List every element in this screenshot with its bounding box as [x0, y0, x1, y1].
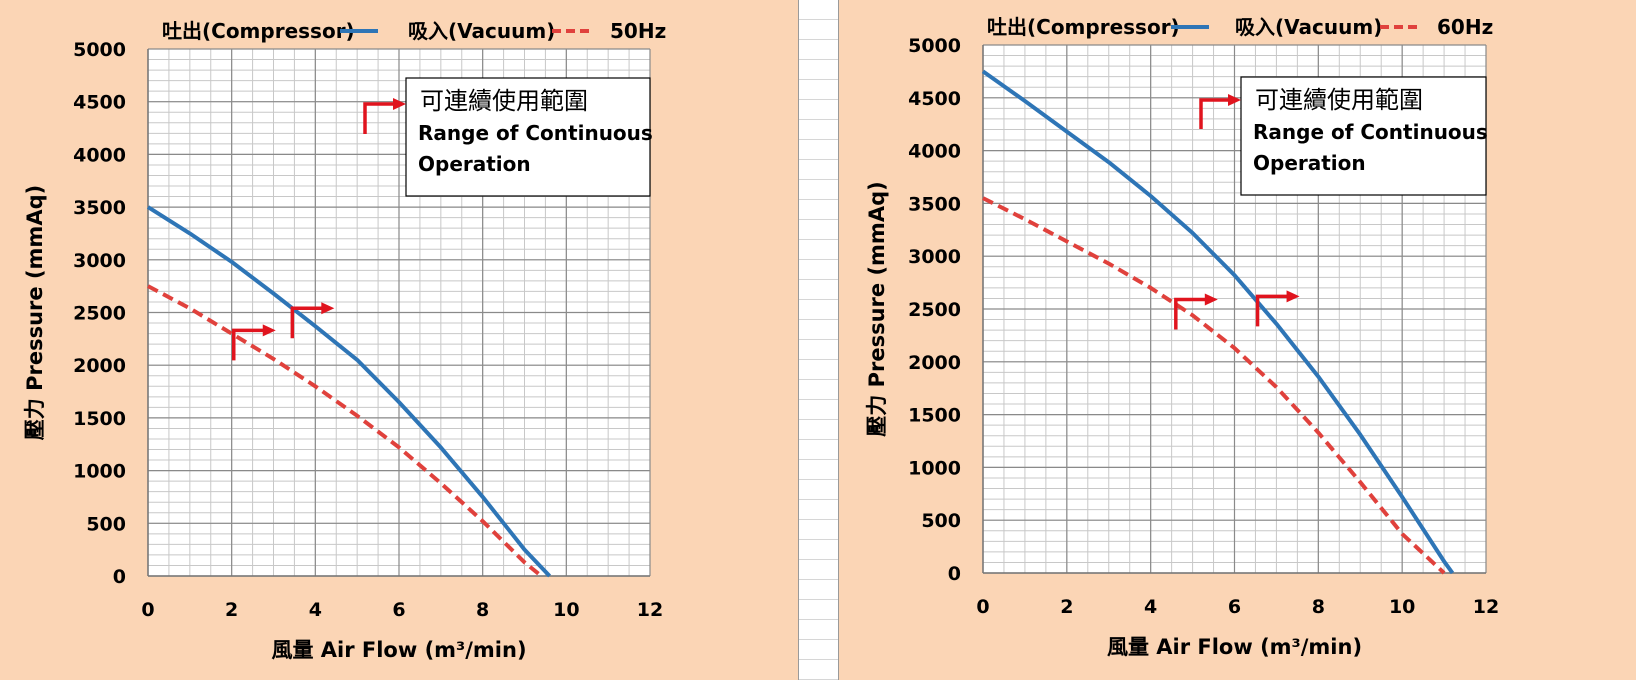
y-tick-label: 3000: [908, 246, 961, 268]
compressor-curve: [146, 205, 552, 578]
range-marker-0-head: [1204, 293, 1218, 306]
range-marker-1-head: [1286, 290, 1300, 303]
x-tick-label: 4: [309, 599, 322, 621]
annotation-line3: Operation: [418, 152, 531, 176]
x-tick-label: 6: [1228, 596, 1241, 618]
x-tick-label: 10: [1389, 596, 1415, 618]
pressure-flow-chart-50hz: 0 500 1000 1500 2000 2500 3000 3500 4000 4500 5000…: [23, 19, 666, 662]
y-tick-label: 3500: [73, 197, 126, 219]
compressor-curve: [981, 69, 1455, 575]
y-tick-label: 1000: [73, 461, 126, 483]
chart-panel-50hz: 0 500 1000 1500 2000 2500 3000 3500 4000 4500 5000…: [0, 0, 798, 680]
y-tick-label: 0: [113, 566, 126, 588]
y-axis-title: 壓力 Pressure (mmAq): [23, 185, 47, 440]
range-marker-0-stem: [232, 328, 266, 361]
y-tick-label: 1500: [908, 405, 961, 427]
x-tick-label: 8: [1312, 596, 1325, 618]
x-tick-label: 2: [1060, 596, 1073, 618]
y-tick-label: 500: [86, 513, 126, 535]
frequency-label: 50Hz: [610, 19, 666, 43]
x-tick-label: 10: [553, 599, 579, 621]
annotation-line1: 可連續使用範圍: [1255, 86, 1423, 114]
y-tick-label: 500: [921, 510, 961, 532]
x-tick-label: 4: [1144, 596, 1157, 618]
x-tick-label: 0: [141, 599, 154, 621]
x-tick-label: 2: [225, 599, 238, 621]
legend-label-vacuum: 吸入(Vacuum): [408, 19, 555, 43]
range-marker-1-stem: [290, 306, 325, 339]
y-tick-label: 3000: [73, 250, 126, 272]
annotation-line1: 可連續使用範圍: [420, 87, 588, 115]
annotation-arrow-stem: [1199, 98, 1231, 129]
y-tick-label: 4000: [73, 144, 126, 166]
x-tick-label: 12: [1473, 596, 1499, 618]
x-tick-label: 6: [392, 599, 405, 621]
range-marker-1-stem: [1255, 294, 1290, 327]
annotation-box: [1240, 76, 1487, 196]
annotation-box: [405, 77, 651, 197]
x-axis-title: 風量 Air Flow (m³/min): [1107, 635, 1362, 659]
y-tick-label: 4500: [908, 88, 961, 110]
x-tick-label: 0: [976, 596, 989, 618]
range-marker-0-stem: [1174, 297, 1208, 330]
annotation-arrow-stem: [363, 102, 396, 134]
y-tick-label: 2000: [73, 355, 126, 377]
y-tick-label: 2500: [73, 303, 126, 325]
x-tick-label: 8: [476, 599, 489, 621]
y-tick-label: 4500: [73, 92, 126, 114]
frequency-label: 60Hz: [1437, 15, 1493, 39]
y-tick-label: 1500: [73, 408, 126, 430]
x-axis-title: 風量 Air Flow (m³/min): [271, 638, 526, 662]
x-tick-label: 12: [637, 599, 663, 621]
annotation-arrow-head: [393, 98, 406, 110]
y-tick-label: 2000: [908, 352, 961, 374]
annotation-line2: Range of Continuous: [1253, 120, 1488, 144]
y-tick-label: 5000: [908, 35, 961, 57]
spreadsheet-gap: [798, 0, 839, 680]
annotation-line2: Range of Continuous: [418, 121, 653, 145]
y-tick-label: 5000: [73, 39, 126, 61]
y-tick-label: 0: [948, 563, 961, 585]
legend-label-vacuum: 吸入(Vacuum): [1235, 15, 1382, 39]
range-marker-1-head: [321, 302, 335, 315]
legend-label-compressor: 吐出(Compressor): [987, 15, 1180, 39]
legend-label-compressor: 吐出(Compressor): [162, 19, 355, 43]
vacuum-curve: [982, 196, 1446, 575]
y-axis-title: 壓力 Pressure (mmAq): [865, 181, 889, 436]
vacuum-curve: [147, 284, 543, 578]
annotation-line3: Operation: [1253, 151, 1366, 175]
y-tick-label: 2500: [908, 299, 961, 321]
y-tick-label: 3500: [908, 193, 961, 215]
y-tick-label: 1000: [908, 457, 961, 479]
y-tick-label: 4000: [908, 141, 961, 163]
chart-panel-60hz: 0 500 1000 1500 2000 2500 3000 3500 4000 4500 5000…: [839, 0, 1636, 680]
annotation-arrow-head: [1228, 94, 1241, 106]
pressure-flow-chart-60hz: 0 500 1000 1500 2000 2500 3000 3500 4000 4500 5000…: [865, 15, 1499, 659]
range-marker-0-head: [262, 324, 276, 337]
